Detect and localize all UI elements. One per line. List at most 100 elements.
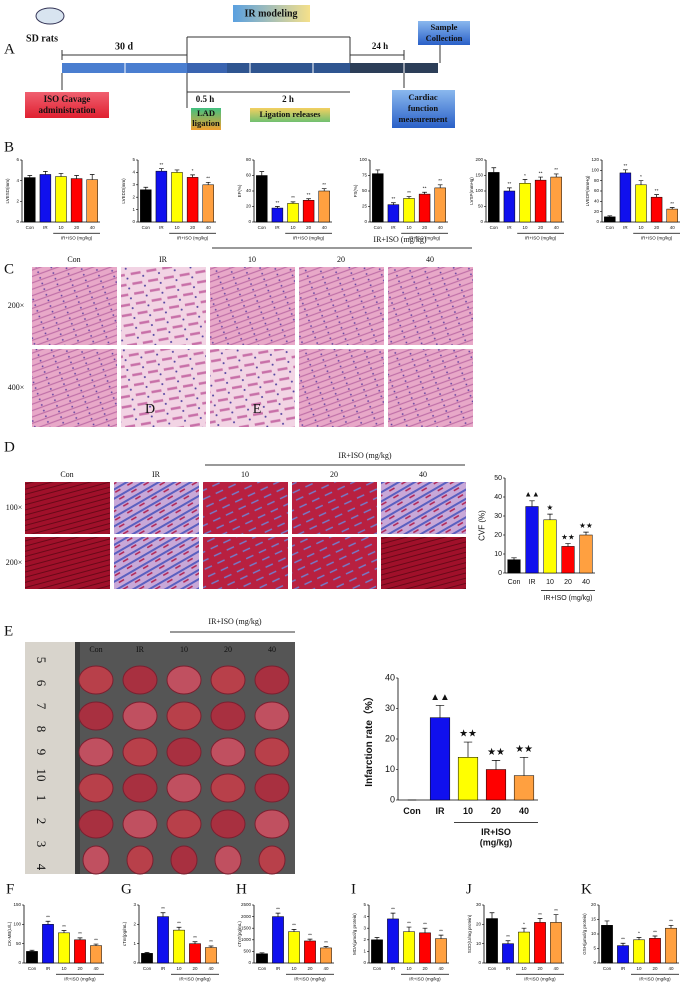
y-axis-label: cTnT(pg/mL) [237,921,242,947]
bar [272,916,284,964]
heart-slice [166,737,202,767]
y-tick-label: 50 [478,204,484,209]
y-tick-label: 0 [132,219,135,224]
bar [525,506,539,574]
label: 0.5 h [196,94,215,104]
bar [513,775,535,801]
label: Sample [431,22,458,32]
bar [39,174,52,223]
error-bar [58,173,64,177]
group-label: IR+ISO (mg/kg) [61,235,93,240]
panel-letter: K [581,881,592,897]
bar [579,534,593,574]
significance-marker: ** [407,190,411,196]
bar-chart: 0 25 50 75 100 Con ** IR ** 10 ** 20 ** 40 IR+ISO (mg/… [353,157,448,240]
significance-marker: ** [275,200,279,206]
error-bar [74,175,79,179]
error-bar [538,176,543,181]
y-tick-label: 1000 [241,937,252,942]
bar [601,925,613,964]
y-tick-label: 5 [132,157,135,162]
y-tick-label: 5 [363,902,366,907]
significance-marker: ** [62,924,66,930]
column-label: 40 [426,255,434,264]
y-axis-label: SOD(U/mg protein) [467,914,472,953]
error-bar [29,949,35,952]
significance-marker: ★★ [487,747,505,758]
label: administration [38,105,95,115]
bar [256,953,268,964]
bar [534,179,547,223]
heart-slice [122,773,158,803]
group-label: IR+ISO (mg/kg) [641,235,673,240]
error-bar [529,500,535,507]
heart-slice [166,773,202,803]
y-tick-label: 1500 [241,925,252,930]
bar [70,178,83,223]
significance-marker: ** [391,906,395,912]
significance-marker: ★★ [579,521,593,530]
bar [617,945,629,964]
error-bar [144,952,150,954]
significance-marker: ** [623,163,627,169]
y-tick-label: 0 [480,219,483,224]
column-label: Con [60,470,73,479]
heart-slice [78,773,114,803]
heart-slice [210,701,246,731]
error-bar [607,215,613,217]
group-label: IR+ISO (mg/kg) [544,595,593,602]
label: ligation [192,118,220,128]
panel-letter: E [4,623,13,639]
bar [186,177,199,223]
heart-slice [254,809,290,839]
error-bar [489,912,495,919]
x-tick-label: 40 [582,579,590,586]
significance-marker: ** [554,167,558,173]
error-bar [27,175,33,178]
y-tick-label: 1 [133,941,136,946]
y-tick-label: 100 [359,157,367,162]
bar [534,922,546,964]
significance-marker: ** [159,162,163,168]
error-bar [43,171,48,175]
bar [518,931,530,964]
x-tick-label: 20 [77,966,83,971]
error-bar [374,937,380,940]
bar [550,176,562,223]
bar [502,943,514,964]
x-tick-label: Con [403,806,421,816]
panel-letter: G [121,881,132,897]
bar-chart: 0 1 2 3 4 5 Con ** IR ** 10 ** 20 ** 40 IR+ISO (mg/kg) M… [352,902,449,981]
x-tick-label: 40 [90,225,96,230]
panel-letter: F [6,881,14,897]
bar-chart: 0 10 20 30 40 50 Con ▲▲ IR ★ 10 ★★ 20 ★★ 40 IR+ISO (mg/… [478,475,595,602]
x-tick-label: IR [529,579,536,586]
y-axis-label: LVEDP(mmHg) [585,175,590,206]
panel-letter: B [4,139,14,155]
bar [561,546,575,574]
significance-marker: ** [177,920,181,926]
error-bar [291,929,297,932]
y-tick-label: 4 [363,914,366,919]
bar-chart: 0 1 2 3 4 5 Con ** IR 10 * 20 ** 40 IR+ISO (mg/kg) LVED… [121,157,216,240]
x-tick-label: Con [373,966,382,971]
row-label: 200× [8,301,25,310]
x-tick-label: 40 [670,225,676,230]
bar [435,938,447,964]
significance-marker: ** [621,937,625,943]
y-tick-label: 75 [362,173,368,178]
bar [318,190,330,223]
column-label: Con [67,255,80,264]
x-tick-label: 40 [438,966,444,971]
column-label: Con [89,645,102,654]
x-tick-label: Con [603,966,612,971]
significance-marker: ★ [547,503,554,512]
bar [58,932,70,964]
heart-slice [214,845,242,875]
x-tick-label: 40 [668,966,674,971]
x-tick-label: Con [26,225,35,230]
label: 24 h [372,41,388,51]
significance-marker: ** [423,186,427,192]
ruler-digit: 9 [34,749,49,756]
error-bar [77,937,83,940]
